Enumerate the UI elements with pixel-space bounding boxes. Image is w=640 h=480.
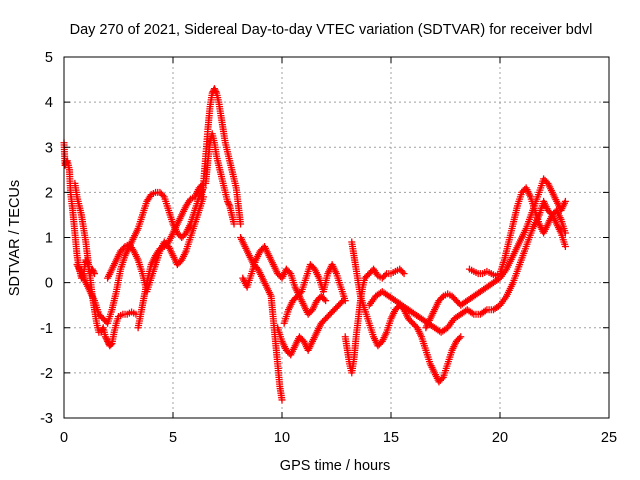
data-point [230, 220, 238, 228]
y-tick-label: 0 [45, 276, 53, 292]
y-tick-label: -2 [40, 366, 53, 382]
data-point [224, 199, 232, 207]
data-point [561, 243, 569, 251]
data-point [107, 341, 115, 349]
data-point [561, 229, 569, 237]
data-point [399, 268, 407, 276]
chart-title: Day 270 of 2021, Sidereal Day-to-day VTE… [70, 22, 593, 38]
data-point [322, 297, 330, 305]
data-point [455, 334, 463, 342]
data-point [225, 200, 233, 208]
data-point [237, 220, 245, 228]
data-point [211, 86, 219, 94]
data-points [60, 85, 569, 404]
data-point [224, 197, 231, 205]
data-point [438, 375, 446, 383]
data-point [457, 333, 465, 341]
data-point [89, 267, 97, 275]
data-point [120, 244, 128, 252]
y-tick-label: 3 [45, 140, 53, 156]
x-tick-label: 5 [169, 430, 177, 446]
y-axis-tick-labels: -3 -2 -1 0 1 2 3 4 5 [40, 50, 53, 427]
data-point [212, 88, 220, 96]
y-tick-label: -3 [40, 411, 53, 427]
x-tick-label: 0 [60, 430, 68, 446]
x-tick-label: 20 [492, 430, 508, 446]
data-point [90, 268, 98, 276]
y-tick-label: 2 [45, 185, 53, 201]
x-tick-label: 10 [274, 430, 290, 446]
data-point [159, 191, 167, 199]
data-point [102, 334, 110, 342]
data-point [210, 85, 218, 93]
data-point [381, 271, 389, 279]
data-point [296, 289, 304, 297]
data-point [481, 307, 489, 315]
y-tick-label: -1 [40, 321, 53, 337]
axis-ticks [63, 56, 610, 419]
data-point [341, 297, 349, 305]
y-tick-label: 5 [45, 50, 53, 66]
x-tick-label: 15 [383, 430, 399, 446]
x-axis-label: GPS time / hours [280, 458, 390, 474]
x-axis-tick-labels: 0 5 10 15 20 25 [60, 430, 617, 446]
data-point [561, 197, 569, 205]
data-point [103, 336, 111, 344]
data-point [468, 309, 476, 317]
y-tick-label: 4 [45, 95, 53, 111]
y-tick-label: 1 [45, 231, 53, 247]
data-point [438, 294, 446, 302]
data-point [278, 396, 286, 404]
data-point [338, 298, 346, 306]
x-tick-label: 25 [601, 430, 617, 446]
data-point [101, 333, 109, 341]
y-axis-label: SDTVAR / TECUs [7, 180, 23, 296]
data-point [285, 268, 293, 276]
data-point [400, 270, 408, 278]
data-point [320, 295, 328, 303]
